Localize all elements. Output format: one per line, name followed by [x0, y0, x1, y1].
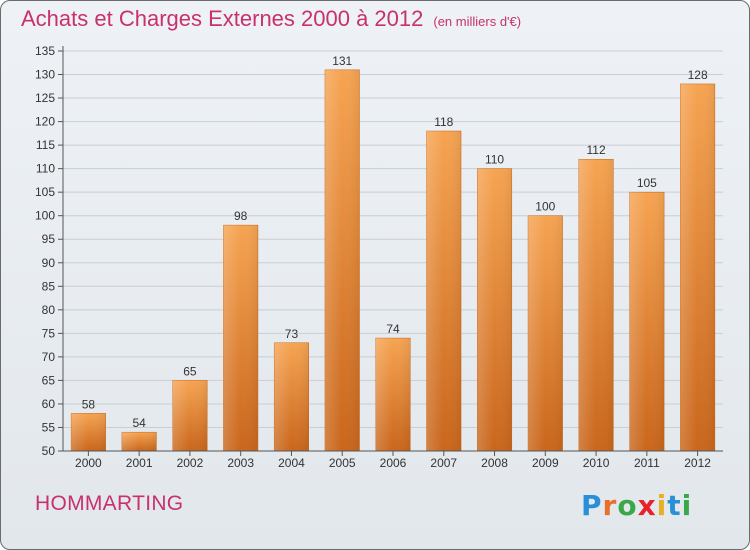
value-label: 58 — [82, 397, 96, 411]
logo-letter: i — [656, 489, 668, 522]
value-label: 65 — [183, 364, 197, 378]
y-tick-label: 125 — [35, 91, 55, 105]
logo-letter: i — [681, 489, 693, 522]
y-tick-label: 85 — [42, 279, 56, 293]
y-tick-label: 110 — [36, 162, 55, 176]
x-tick-label: 2010 — [583, 456, 610, 470]
logo-letter: r — [602, 489, 618, 522]
bar-shine — [121, 432, 157, 451]
bar-shine — [680, 83, 715, 452]
commune-name: HOMMARTING — [35, 492, 184, 515]
x-tick-label: 2006 — [380, 456, 407, 470]
proxiti-logo: Proxiti — [581, 489, 692, 522]
x-tick-label: 2007 — [430, 456, 457, 470]
value-label: 118 — [434, 115, 453, 129]
y-tick-label: 55 — [42, 420, 56, 434]
bar-shine — [172, 380, 208, 451]
value-label: 74 — [386, 322, 400, 336]
x-tick-label: 2009 — [532, 456, 559, 470]
bar-shine — [477, 168, 512, 451]
logo-letter: t — [667, 489, 682, 522]
y-tick-label: 115 — [36, 138, 55, 152]
bar-shine — [223, 225, 258, 451]
y-tick-label: 65 — [42, 373, 56, 387]
x-tick-label: 2001 — [126, 456, 153, 470]
y-tick-label: 100 — [35, 209, 55, 223]
y-tick-label: 75 — [42, 326, 56, 340]
bar-shine — [426, 131, 462, 451]
x-tick-label: 2008 — [481, 456, 508, 470]
x-tick-label: 2000 — [75, 456, 102, 470]
chart-title-text: Achats et Charges Externes 2000 à 2012 — [21, 6, 424, 31]
x-tick-label: 2004 — [278, 456, 305, 470]
chart-unit: (en milliers d'€) — [433, 14, 522, 29]
value-label: 112 — [587, 143, 606, 157]
y-tick-label: 70 — [42, 350, 56, 364]
x-tick-label: 2011 — [634, 456, 660, 470]
value-label: 110 — [485, 153, 504, 167]
bars: 58 54 65 98 73 131 74 118 110 100 112 105 128 — [70, 54, 716, 452]
value-label: 54 — [132, 416, 146, 430]
y-tick-label: 80 — [42, 303, 56, 317]
y-tick-label: 95 — [42, 232, 56, 246]
bar-shine — [274, 342, 309, 451]
bar-shine — [71, 413, 106, 451]
y-tick-label: 90 — [42, 256, 56, 270]
y-tick-label: 120 — [35, 115, 55, 129]
bar-shine — [375, 338, 411, 451]
x-tick-label: 2005 — [329, 456, 356, 470]
value-label: 98 — [234, 209, 248, 223]
y-tick-label: 50 — [42, 444, 56, 458]
x-tick-label: 2012 — [684, 456, 711, 470]
y-tick-label: 135 — [35, 44, 55, 58]
bar-shine — [578, 159, 614, 451]
value-label: 131 — [332, 54, 352, 68]
logo-letter: x — [637, 489, 657, 522]
value-label: 128 — [688, 68, 708, 82]
bar-shine — [324, 69, 360, 451]
x-tick-label: 2002 — [177, 456, 204, 470]
value-label: 100 — [535, 200, 555, 214]
value-label: 73 — [285, 327, 299, 341]
logo-letter: o — [617, 489, 638, 522]
bar-shine — [629, 192, 665, 452]
axes: 50 55 60 65 70 75 80 85 90 95 100 105 110 115 120 125 13… — [35, 44, 723, 470]
y-tick-label: 60 — [42, 397, 56, 411]
logo-letter: P — [581, 489, 603, 522]
y-tick-label: 130 — [35, 68, 55, 82]
x-tick-label: 2003 — [227, 456, 254, 470]
bar-shine — [528, 215, 563, 451]
value-label: 105 — [637, 176, 657, 190]
chart-title: Achats et Charges Externes 2000 à 2012 (e… — [21, 6, 521, 32]
y-tick-label: 105 — [35, 185, 55, 199]
